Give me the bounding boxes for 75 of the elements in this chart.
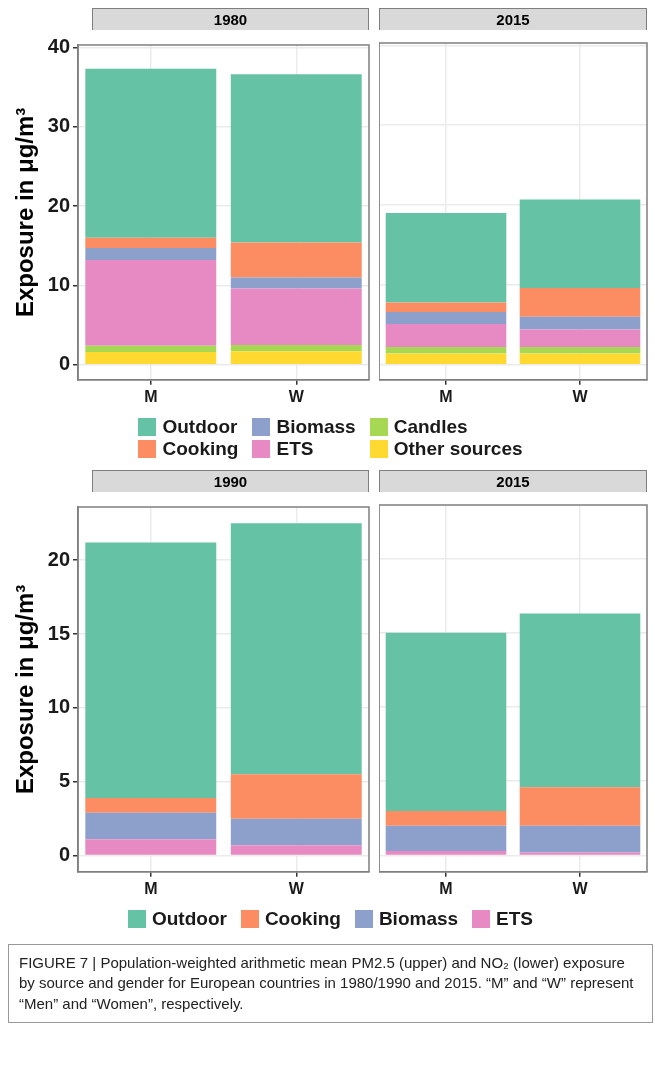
x-tick-label: M — [144, 387, 158, 405]
y-tick-label: 0 — [58, 843, 71, 866]
x-tick-label: W — [572, 387, 589, 405]
bar — [85, 237, 217, 249]
bar — [230, 774, 362, 819]
legend-label: Biomass — [378, 908, 459, 930]
caption: FIGURE 7 | Population-weighted arithmetic mean PM2.5 (upper) and NO₂ (lower) exposure by source and gender for European countries in 1980/1990 and 2015. “M” and “W” represent “Men” and “Women”, respectively. — [8, 944, 653, 1023]
y-tick-label: 0 — [58, 352, 71, 375]
bar — [519, 329, 641, 348]
bar — [85, 352, 217, 364]
y-tick-label: 30 — [47, 114, 71, 137]
bar — [385, 825, 507, 852]
bar — [519, 316, 641, 330]
y-tick-label: 20 — [47, 193, 71, 216]
bar — [85, 797, 217, 813]
x-tick-label: W — [572, 879, 589, 897]
bar — [385, 347, 507, 354]
y-tick-label: 40 — [47, 34, 71, 57]
chart-title: 1990 — [92, 470, 369, 492]
bar — [519, 852, 641, 855]
x-tick-label: W — [288, 387, 305, 405]
legend-label: Biomass — [276, 416, 356, 438]
bar — [85, 542, 217, 798]
bar — [385, 302, 507, 312]
y-tick-label: 20 — [47, 547, 71, 570]
y-axis-title: Exposure in μg/m³ — [11, 584, 39, 795]
y-tick-label: 15 — [47, 621, 71, 644]
legend-label: ETS — [496, 908, 534, 930]
x-tick-label: M — [144, 879, 158, 897]
bar — [230, 818, 362, 846]
chart-title: 2015 — [379, 470, 647, 492]
bar — [85, 68, 217, 238]
y-tick-label: 10 — [47, 695, 71, 718]
legend-label: Outdoor — [151, 908, 227, 930]
bar — [230, 74, 362, 243]
bar — [519, 347, 641, 354]
bar — [519, 199, 641, 289]
bar — [230, 288, 362, 345]
legend-label: ETS — [276, 438, 314, 460]
bar — [519, 825, 641, 853]
bar — [519, 288, 641, 317]
bar — [230, 277, 362, 289]
bar — [385, 632, 507, 811]
legend-label: Outdoor — [162, 416, 238, 438]
x-tick-label: W — [288, 879, 305, 897]
bar — [85, 839, 217, 855]
chart-title: 2015 — [379, 8, 647, 30]
bar — [385, 323, 507, 348]
bar — [385, 810, 507, 826]
x-tick-label: M — [439, 387, 453, 405]
bar — [85, 812, 217, 840]
bar — [385, 213, 507, 303]
y-tick-label: 5 — [58, 769, 71, 792]
bar — [85, 248, 217, 260]
bar — [230, 242, 362, 278]
bar — [519, 613, 641, 788]
bar — [85, 345, 217, 353]
bar — [385, 353, 507, 364]
bar — [85, 260, 217, 346]
chart-title: 1980 — [92, 8, 369, 30]
bar — [230, 344, 362, 352]
x-tick-label: M — [439, 879, 453, 897]
legend-label: Cooking — [162, 438, 239, 460]
bar — [230, 351, 362, 364]
legend-label: Candles — [393, 416, 468, 438]
bar — [385, 851, 507, 855]
legend-label: Other sources — [393, 438, 523, 460]
y-tick-label: 10 — [47, 272, 71, 295]
bar — [519, 787, 641, 826]
bar — [519, 353, 641, 364]
bar — [230, 845, 362, 855]
bar — [230, 523, 362, 775]
bar — [385, 311, 507, 324]
y-axis-title: Exposure in μg/m³ — [11, 107, 39, 318]
legend-label: Cooking — [264, 908, 341, 930]
